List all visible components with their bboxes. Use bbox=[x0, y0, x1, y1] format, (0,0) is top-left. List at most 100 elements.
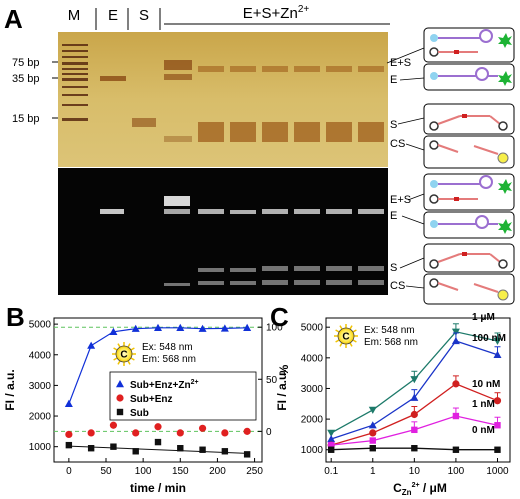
series-label: 0 nM bbox=[472, 425, 495, 436]
data-point bbox=[177, 445, 184, 452]
data-point bbox=[131, 324, 140, 332]
y-tick-label: 1000 bbox=[29, 442, 52, 453]
data-point bbox=[64, 399, 73, 407]
sun-ray bbox=[130, 347, 135, 351]
sun-disc bbox=[337, 327, 355, 345]
data-point bbox=[327, 441, 335, 449]
data-point bbox=[493, 397, 502, 405]
data-point bbox=[327, 435, 336, 443]
band-label-es-bottom: E+S bbox=[390, 194, 411, 206]
x-tick-label: 150 bbox=[172, 466, 189, 477]
sun-ray bbox=[339, 325, 343, 330]
sun-ray bbox=[117, 343, 121, 348]
x-axis-label: CZn2+ / μM bbox=[393, 481, 447, 497]
y2-tick-label: 0 bbox=[266, 427, 272, 438]
sun-letter: C bbox=[342, 332, 349, 343]
cartoon-enzyme-substrate bbox=[407, 173, 515, 211]
data-point bbox=[368, 406, 377, 414]
data-point bbox=[410, 376, 419, 384]
data-point bbox=[132, 448, 139, 455]
data-point bbox=[410, 410, 418, 419]
sun-ray bbox=[349, 325, 353, 330]
stained-gel-bands bbox=[62, 44, 384, 142]
legend-marker bbox=[116, 394, 124, 402]
legend-label: Sub+Enz bbox=[130, 394, 173, 405]
cartoon-cleaved-substrate bbox=[405, 273, 515, 305]
sun-ray bbox=[127, 343, 131, 348]
y2-tick-label: 50 bbox=[266, 375, 278, 386]
series-label: 1 nM bbox=[472, 399, 495, 410]
band-label-s-top: S bbox=[390, 119, 397, 131]
y-tick-label: 5000 bbox=[29, 320, 52, 331]
band-label-cs-top: CS bbox=[390, 138, 405, 150]
data-point bbox=[410, 393, 419, 401]
data-point bbox=[368, 421, 377, 429]
sun-disc bbox=[115, 345, 133, 363]
series-label: 10 nM bbox=[472, 379, 500, 390]
x-axis-label-unit: / μM bbox=[420, 481, 447, 495]
data-point bbox=[87, 429, 95, 437]
x-tick-label: 10 bbox=[409, 466, 421, 477]
band-label-e-bottom: E bbox=[390, 210, 397, 222]
fluorescence-gel-image bbox=[58, 168, 388, 295]
data-point bbox=[411, 426, 418, 434]
data-point bbox=[110, 443, 117, 450]
sun-ray bbox=[130, 357, 135, 361]
x-tick-label: 0 bbox=[66, 466, 72, 477]
data-point bbox=[132, 429, 140, 437]
x-tick-label: 100 bbox=[135, 466, 152, 477]
marker-label-15: 15 bp bbox=[12, 113, 40, 125]
x-axis-label-superscript: 2+ bbox=[412, 482, 420, 489]
y-axis-label: FI / a.u. bbox=[3, 369, 17, 410]
annotation-em: Em: 568 nm bbox=[142, 354, 196, 365]
x-tick-label: 1 bbox=[370, 466, 376, 477]
data-point bbox=[494, 446, 501, 453]
data-point bbox=[154, 323, 162, 332]
schematic-cartoons bbox=[386, 27, 515, 305]
sun-ray bbox=[335, 339, 340, 343]
x-tick-label: 250 bbox=[246, 466, 263, 477]
legend-label: Sub+Enz+Zn2+ bbox=[130, 379, 199, 391]
y-tick-label: 3000 bbox=[29, 381, 52, 392]
legend-marker bbox=[116, 408, 124, 416]
data-point bbox=[411, 445, 418, 452]
data-point bbox=[243, 323, 252, 332]
panel-label-a: A bbox=[4, 4, 23, 34]
sun-ray bbox=[335, 329, 340, 333]
data-point bbox=[199, 446, 206, 453]
sun-ray bbox=[352, 339, 357, 343]
data-point bbox=[65, 430, 73, 439]
data-point bbox=[369, 429, 377, 437]
data-point bbox=[452, 412, 460, 420]
data-point bbox=[65, 441, 73, 449]
band-label-cs-bottom: CS bbox=[390, 280, 405, 292]
data-point bbox=[243, 451, 251, 458]
data-point bbox=[452, 446, 460, 453]
band-label-e-top: E bbox=[390, 74, 397, 86]
series-label: 1 μM bbox=[472, 312, 495, 323]
data-point bbox=[154, 423, 162, 431]
data-point bbox=[243, 427, 251, 435]
panel-b: B 0 50 100 150 200 250 1000 2000 3000 4000 5000 0 50… bbox=[3, 302, 291, 495]
data-point bbox=[221, 448, 229, 455]
annotation-ex: Ex: 548 nm bbox=[364, 325, 415, 336]
data-point bbox=[327, 446, 335, 453]
data-point bbox=[369, 437, 376, 444]
sun-letter: C bbox=[120, 350, 127, 361]
legend-frame bbox=[109, 371, 257, 421]
data-point bbox=[451, 328, 460, 336]
x-tick-label: 50 bbox=[100, 466, 112, 477]
sun-ray bbox=[339, 342, 343, 347]
lane-group-label: E+S+Zn2+ bbox=[243, 4, 310, 22]
y2-tick-label: 100 bbox=[266, 323, 283, 334]
cartoon-cleaved-substrate bbox=[405, 135, 515, 169]
band-label-s-bottom: S bbox=[390, 262, 397, 274]
data-point bbox=[109, 421, 118, 429]
cartoon-substrate bbox=[399, 243, 515, 273]
fluorescence-gel-bands bbox=[100, 196, 384, 286]
legend: Sub+Enz+Zn2+ Sub+Enz Sub bbox=[109, 371, 257, 421]
lane-label-m: M bbox=[68, 7, 81, 24]
sun-ray bbox=[113, 357, 118, 361]
chart-c: 0.1 1 10 100 1000 1000 2000 3000 4000 5000 FI / a.… bbox=[275, 312, 511, 497]
